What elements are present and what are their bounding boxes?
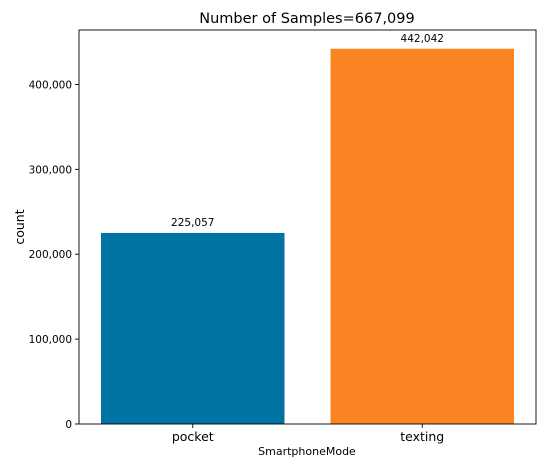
plot-area: 225,057 442,042 0 100,000 200,000 300,000 400…: [29, 29, 537, 444]
x-axis-ticks: pocket texting: [172, 424, 444, 444]
data-labels: 225,057 442,042: [171, 33, 444, 229]
data-label-texting: 442,042: [401, 33, 444, 45]
chart-title: Number of Samples=667,099: [199, 11, 414, 27]
y-axis-label: count: [12, 209, 27, 244]
x-axis-label: SmartphoneMode: [258, 445, 356, 458]
data-label-pocket: 225,057: [171, 217, 214, 229]
y-tick-label: 200,000: [29, 249, 72, 261]
x-tick-label-pocket: pocket: [172, 429, 214, 444]
y-axis-ticks: 0 100,000 200,000 300,000 400,000: [29, 79, 79, 431]
x-tick-label-texting: texting: [400, 429, 444, 444]
bars: [101, 48, 514, 424]
bar-texting: [330, 48, 514, 424]
y-tick-label: 300,000: [29, 164, 72, 176]
plot-frame: [78, 29, 537, 425]
y-tick-label: 0: [65, 419, 72, 431]
y-tick-label: 100,000: [29, 334, 72, 346]
y-tick-label: 400,000: [29, 79, 72, 91]
bar-pocket: [101, 232, 285, 424]
